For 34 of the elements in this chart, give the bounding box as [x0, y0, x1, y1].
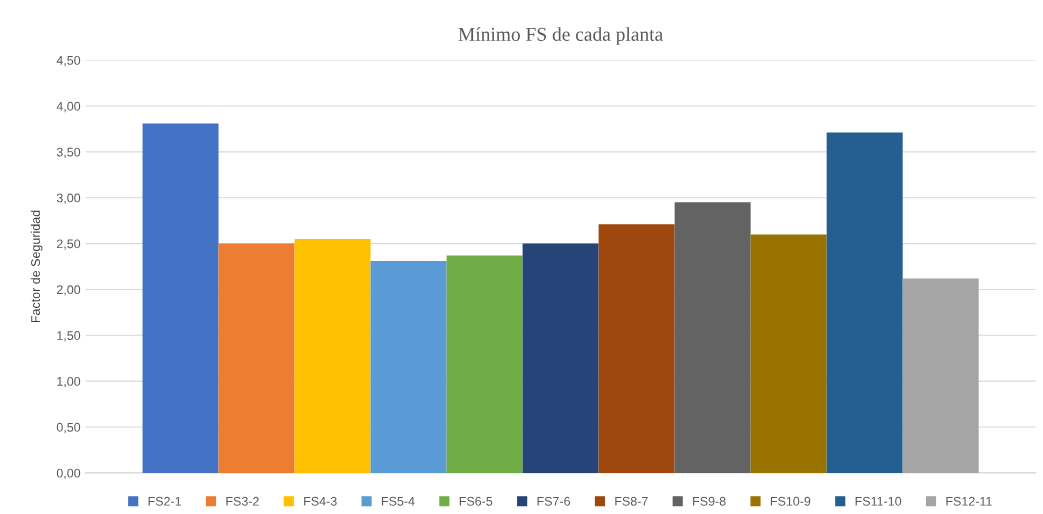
bar [750, 234, 827, 473]
bar [294, 238, 371, 473]
bar [598, 224, 675, 473]
legend-label: FS2-1 [148, 496, 182, 506]
legend-label: FS5-4 [381, 496, 415, 506]
legend-label: FS7-6 [537, 496, 570, 506]
bar [370, 261, 447, 473]
y-tick-label: 0,00 [56, 468, 81, 480]
bar [902, 278, 979, 473]
legend-label: FS6-5 [459, 496, 493, 506]
legend-label: FS9-8 [693, 496, 726, 506]
y-tick-label: 3,50 [56, 147, 81, 158]
legend-label: FS11-10 [855, 496, 902, 506]
bar [446, 255, 523, 473]
bar [522, 243, 599, 473]
y-tick-label: 0,50 [56, 422, 81, 434]
legend-label: FS8-7 [615, 496, 648, 506]
bar [826, 132, 903, 473]
bar [218, 243, 295, 473]
y-tick-label: 1,50 [57, 331, 81, 342]
y-tick-label: 2,50 [56, 239, 81, 250]
y-axis-title: Factor de Seguridad [30, 210, 43, 323]
bar [674, 202, 751, 473]
legend-label: FS10-9 [770, 496, 811, 506]
legend-label: FS12-11 [946, 496, 992, 506]
y-tick-label: 3,00 [56, 193, 81, 204]
y-tick-label: 2,00 [56, 285, 81, 296]
bar [142, 123, 219, 473]
legend-label: FS4-3 [304, 496, 337, 506]
y-tick-label: 4,50 [56, 55, 81, 67]
legend-label: FS3-2 [226, 496, 259, 506]
chart-title: Mínimo FS de cada planta [458, 27, 663, 45]
y-tick-label: 1,00 [57, 376, 81, 388]
y-tick-label: 4,00 [56, 101, 81, 113]
